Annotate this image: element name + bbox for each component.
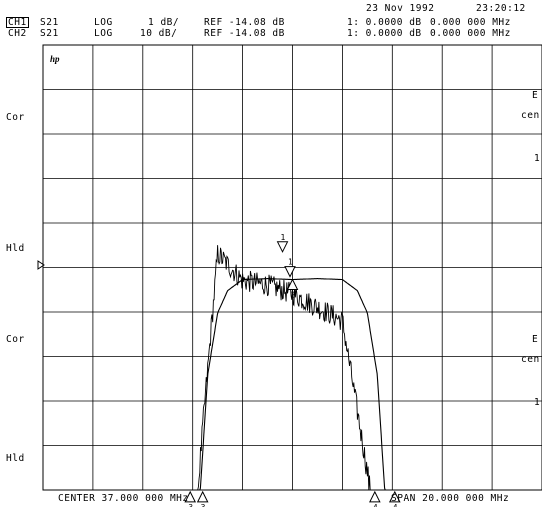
channel-1-scale: 1 dB/ [148, 17, 180, 28]
hp-logo: hp [50, 54, 60, 64]
channel-2-marker: 1: 0.0000 dB [347, 28, 422, 39]
right-label-5: cen [521, 354, 540, 365]
marker-ch2-1: 1 [276, 233, 289, 253]
marker-ch1-1: 1 [284, 258, 296, 278]
marker-ch2-3: 3 [196, 490, 209, 507]
channel-1-ref: REF -14.08 dB [204, 17, 285, 28]
side-label-cor-1: Cor [6, 112, 25, 123]
ref-level-indicator [37, 260, 45, 270]
marker-label: 4 [373, 503, 378, 507]
channel-1-name: CH1 [6, 17, 29, 28]
channel-1-freq: 0.000 000 MHz [430, 17, 511, 28]
marker-label: 1 [288, 258, 293, 267]
marker-ch2-3: 3 [184, 490, 197, 507]
channel-2-scale: 10 dB/ [140, 28, 178, 39]
marker-ch2-4: 4 [369, 490, 381, 507]
hp-logo-text: hp [50, 54, 60, 64]
markers: 1 2 1 3 3 4 4 [184, 233, 401, 507]
channel-2-param: S21 [40, 28, 59, 39]
right-label-2: cen [521, 110, 540, 121]
marker-label: 1 [281, 233, 286, 242]
marker-triangle [184, 490, 197, 503]
channel-1-format: LOG [94, 17, 113, 28]
side-label-cor-2: Cor [6, 334, 25, 345]
footer-center: CENTER 37.000 000 MHz [58, 493, 189, 504]
header-date: 23 Nov 1992 [366, 3, 435, 14]
marker-triangle [196, 490, 209, 503]
channel-2-freq: 0.000 000 MHz [430, 28, 511, 39]
channel-1-param: S21 [40, 17, 59, 28]
marker-label: 3 [201, 503, 206, 507]
marker-triangle [284, 266, 296, 278]
header-time: 23:20:12 [476, 3, 526, 14]
marker-triangle [276, 241, 289, 253]
marker-label: 3 [188, 503, 193, 507]
marker-triangle [388, 490, 401, 503]
right-label-4: E [532, 334, 539, 345]
side-label-hold-2: Hld [6, 453, 25, 464]
marker-ch2-4: 4 [388, 490, 401, 507]
marker-triangle [286, 278, 299, 291]
channel-1-marker: 1: 0.0000 dB [347, 17, 422, 28]
graticule [42, 44, 542, 491]
marker-label: 2 [291, 291, 296, 300]
marker-ch1-2: 2 [286, 278, 299, 300]
marker-label: 4 [393, 503, 398, 507]
right-label-1: E [532, 90, 539, 101]
right-label-3: 1 [534, 153, 541, 164]
channel-2-name: CH2 [8, 28, 27, 39]
side-label-hold-1: Hld [6, 243, 25, 254]
marker-triangle [369, 490, 381, 503]
channel-2-format: LOG [94, 28, 113, 39]
channel-2-ref: REF -14.08 dB [204, 28, 285, 39]
footer-span: SPAN 20.000 000 MHz [391, 493, 510, 504]
right-label-6: 1 [534, 397, 541, 408]
